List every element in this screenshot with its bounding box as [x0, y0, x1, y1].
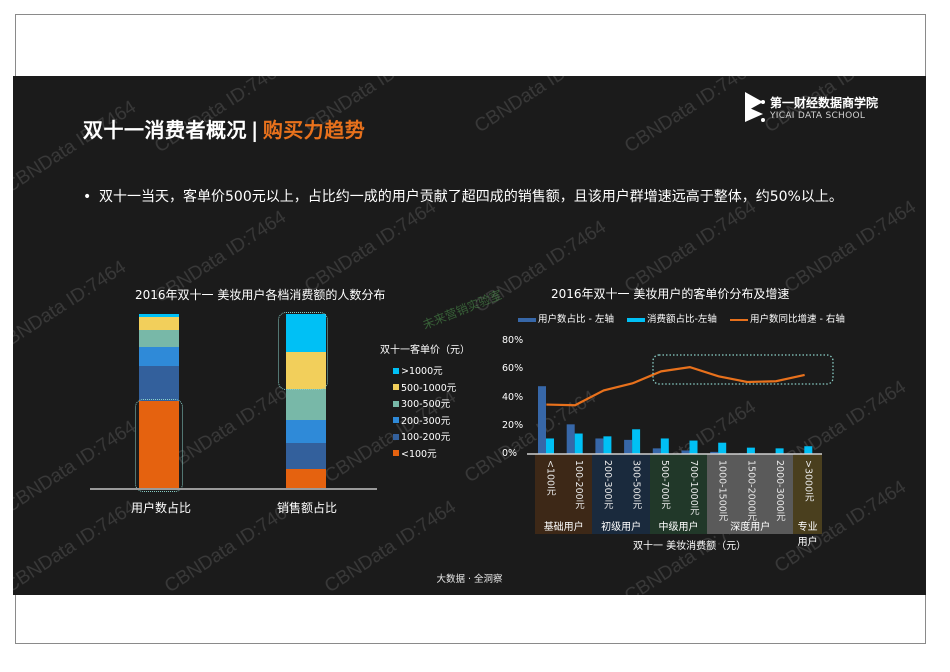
- legend-swatch: [393, 367, 399, 374]
- stacked-bar-sales: [286, 314, 326, 488]
- right-x-axis-title: 双十一 美妆消费额（元）: [633, 541, 747, 552]
- y-tick-label: 20%: [502, 419, 524, 431]
- title-main: 双十一消费者概况: [83, 118, 247, 142]
- sales-share-bar: [574, 433, 583, 454]
- legend-item: <100元: [393, 449, 437, 461]
- logo-text-en: YICAI DATA SCHOOL: [770, 111, 866, 121]
- stack-segment: [286, 420, 326, 443]
- y-tick-label: 40%: [502, 391, 524, 403]
- sales-share-bar: [546, 438, 554, 454]
- legend-swatch: [393, 450, 399, 456]
- legend-swatch-growth: [729, 318, 748, 321]
- user-share-bar: [652, 448, 661, 454]
- sales-share-bar: [660, 438, 669, 454]
- sales-share-bar: [689, 440, 698, 454]
- category-group-band: 初级用户: [592, 454, 650, 534]
- x-tick-label: <100元: [544, 460, 556, 496]
- user-share-bar: [624, 439, 633, 454]
- stack-segment: [139, 317, 179, 330]
- legend-item: 200-300元: [393, 416, 450, 428]
- left-chart-title: 2016年双十一 美妆用户各档消费额的人数分布: [135, 288, 386, 302]
- sales-share-bar: [775, 448, 784, 454]
- footer-tagline: 大数据 · 全洞察: [436, 574, 503, 585]
- user-share-bar: [710, 451, 719, 454]
- stack-segment: [139, 329, 179, 348]
- legend-item: >1000元: [393, 366, 443, 378]
- growth-line: [546, 366, 805, 407]
- legend-swatch-user: [518, 317, 536, 322]
- stack-segment: [139, 314, 179, 318]
- slide: CBNData ID:7464 CBNData ID:7464 CBNData ID…: [13, 76, 926, 595]
- legend-item: 100-200元: [393, 432, 450, 444]
- x-tick-label: 2000-3000元: [773, 460, 785, 522]
- x-tick-label: >3000元: [802, 460, 814, 502]
- stacked-bar-users: [139, 314, 179, 488]
- x-tick-label: 200-300元: [601, 460, 613, 510]
- category-group-label: 中级用户: [658, 522, 699, 533]
- x-tick-label: 300-500元: [630, 460, 642, 510]
- user-share-bar: [681, 450, 690, 454]
- stack-segment: [139, 366, 179, 401]
- legend-sales-share: 消费额占比-左轴: [627, 314, 717, 325]
- stack-segment: [286, 442, 326, 469]
- legend-swatch: [393, 433, 399, 440]
- yicai-logo: 第一财经数据商学院 YICAI DATA SCHOOL: [743, 90, 913, 126]
- page-title: 双十一消费者概况 | 购买力趋势: [83, 114, 365, 143]
- x-tick-label: 100-200元: [573, 460, 585, 510]
- legend-swatch-sales: [627, 317, 645, 322]
- highlight-box-growth: [652, 354, 834, 385]
- x-tick-label: 500-700元: [659, 460, 671, 510]
- stack-segment: [139, 347, 179, 367]
- left-chart-x-axis: [90, 488, 377, 490]
- stack-segment: [286, 388, 326, 421]
- x-tick-label: 1000-1500元: [716, 460, 728, 522]
- x-tick-label: 1500-2000元: [745, 460, 757, 522]
- sales-share-bar: [804, 446, 813, 454]
- y-tick-label: 0%: [502, 448, 518, 459]
- legend-user-share: 用户数占比 - 左轴: [518, 314, 614, 325]
- category-group-label: 专业用户: [797, 522, 818, 548]
- category-group-band: 深度用户: [707, 454, 794, 534]
- highlight-box-users-lt100: [135, 399, 183, 492]
- category-group-label: 初级用户: [601, 522, 642, 533]
- right-chart-title: 2016年双十一 美妆用户的客单价分布及增速: [551, 287, 790, 301]
- stack-segment: [286, 314, 326, 353]
- x-tick-label: 700-1000元: [687, 460, 699, 516]
- legend-swatch: [393, 384, 399, 390]
- y-tick-label: 80%: [502, 335, 524, 346]
- sales-share-bar: [632, 429, 641, 454]
- category-group-label: 深度用户: [730, 522, 771, 533]
- legend-item: 300-500元: [393, 399, 450, 411]
- left-x-label-sales: 销售额占比: [277, 501, 338, 515]
- y-tick-label: 60%: [502, 363, 524, 375]
- stack-segment: [139, 400, 179, 488]
- category-group-band: 基础用户: [535, 454, 593, 534]
- right-legend: 用户数占比 - 左轴 消费额占比-左轴 用户数同比增速 - 右轴: [518, 311, 855, 325]
- user-share-bar: [538, 386, 546, 454]
- right-chart-plot: [527, 354, 834, 455]
- legend-swatch: [393, 417, 399, 423]
- left-x-label-users: 用户数占比: [131, 501, 192, 515]
- category-group-band: 专业用户: [793, 454, 822, 548]
- summary-bullet: 双十一当天，客单价500元以上，占比约一成的用户贡献了超四成的销售额，且该用户群…: [83, 187, 909, 207]
- legend-growth: 用户数同比增速 - 右轴: [729, 314, 845, 325]
- legend-item: 500-1000元: [393, 383, 456, 395]
- category-group-band: 中级用户: [649, 454, 708, 534]
- logo-triangle-icon: [745, 92, 765, 122]
- sales-share-bar: [603, 436, 612, 454]
- sales-share-bar: [746, 447, 755, 454]
- user-share-bar: [595, 438, 604, 454]
- legend-swatch: [393, 400, 399, 407]
- stack-segment: [286, 468, 326, 488]
- highlight-box-sales-gt500: [278, 312, 328, 390]
- logo-text-cn: 第一财经数据商学院: [770, 96, 879, 110]
- user-share-bar: [566, 424, 575, 454]
- category-group-label: 基础用户: [543, 522, 584, 533]
- stack-segment: [286, 352, 326, 389]
- title-separator: |: [251, 118, 259, 142]
- left-legend-title: 双十一客单价（元）: [380, 345, 470, 356]
- sales-share-bar: [718, 442, 727, 454]
- title-accent: 购买力趋势: [262, 118, 366, 142]
